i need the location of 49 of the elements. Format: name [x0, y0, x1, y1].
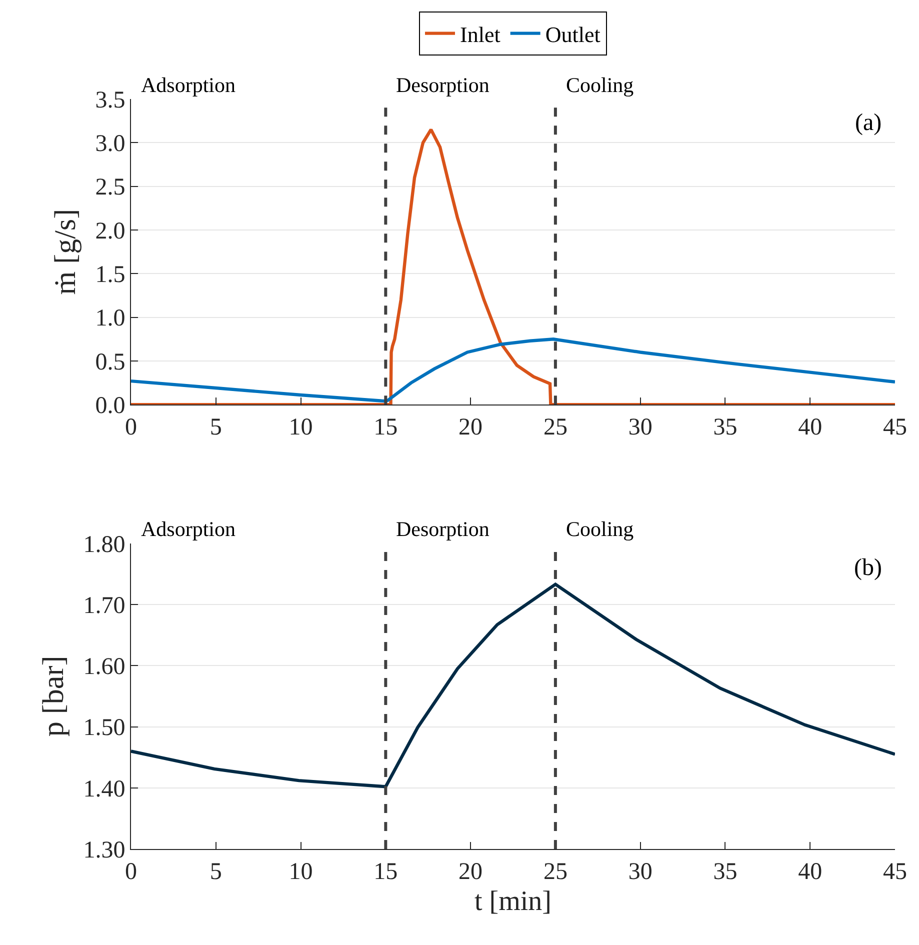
text: Adsorption: [141, 73, 236, 97]
text: Desorption: [396, 517, 490, 541]
y-tick-label: 1.50: [83, 715, 126, 742]
x-tick-label: 35: [713, 858, 738, 885]
x-tick-label: 20: [458, 858, 483, 885]
x-tick-label: 45: [883, 414, 907, 440]
y-tick-label: 2.5: [95, 174, 126, 201]
x-tick-label: 15: [374, 858, 398, 885]
y-tick-label: 1.0: [95, 306, 126, 332]
x-tick-label: 35: [713, 414, 738, 440]
x-tick-label: 15: [374, 414, 398, 440]
y-tick-label: 1.30: [83, 837, 126, 864]
text: Desorption: [396, 73, 490, 97]
x-tick-label: 0: [125, 858, 137, 885]
text: Adsorption: [141, 517, 236, 541]
x-tick-label: 0: [125, 414, 137, 440]
x-tick-label: 30: [628, 858, 652, 885]
x-tick-label: 45: [883, 858, 907, 885]
y-tick-label: 1.5: [95, 262, 126, 288]
y-tick-label: 3.5: [95, 87, 126, 114]
x-tick-label: 10: [288, 414, 313, 440]
x-tick-label: 5: [210, 414, 222, 440]
line-series: [131, 338, 895, 403]
text: Cooling: [566, 517, 634, 541]
x-tick-label: 25: [543, 414, 568, 440]
y-axis-title: p [bar]: [37, 656, 70, 737]
x-tick-label: 5: [210, 858, 222, 885]
y-tick-label: 1.80: [83, 532, 126, 558]
x-tick-label: 10: [288, 858, 313, 885]
y-tick-label: 2.0: [95, 218, 126, 244]
x-tick-label: 20: [458, 414, 483, 440]
y-tick-label: 1.40: [83, 776, 126, 802]
y-tick-label: 0.0: [95, 393, 126, 420]
x-axis-title: t [min]: [474, 886, 552, 917]
legend-label: Inlet: [460, 22, 500, 47]
x-tick-label: 25: [543, 858, 568, 885]
y-axis-title: ṁ [g/s]: [49, 208, 82, 295]
line-series: [131, 582, 895, 788]
x-tick-label: 40: [798, 858, 822, 885]
y-tick-label: 1.60: [83, 654, 126, 680]
annotation: (a): [855, 110, 882, 136]
x-tick-label: 40: [798, 414, 822, 440]
y-tick-label: 0.5: [95, 349, 126, 376]
x-tick-label: 30: [628, 414, 652, 440]
legend-label: Outlet: [545, 22, 600, 47]
y-tick-label: 3.0: [95, 131, 126, 158]
y-tick-label: 1.70: [83, 592, 126, 619]
text: Cooling: [566, 73, 634, 97]
annotation: (b): [854, 555, 882, 581]
